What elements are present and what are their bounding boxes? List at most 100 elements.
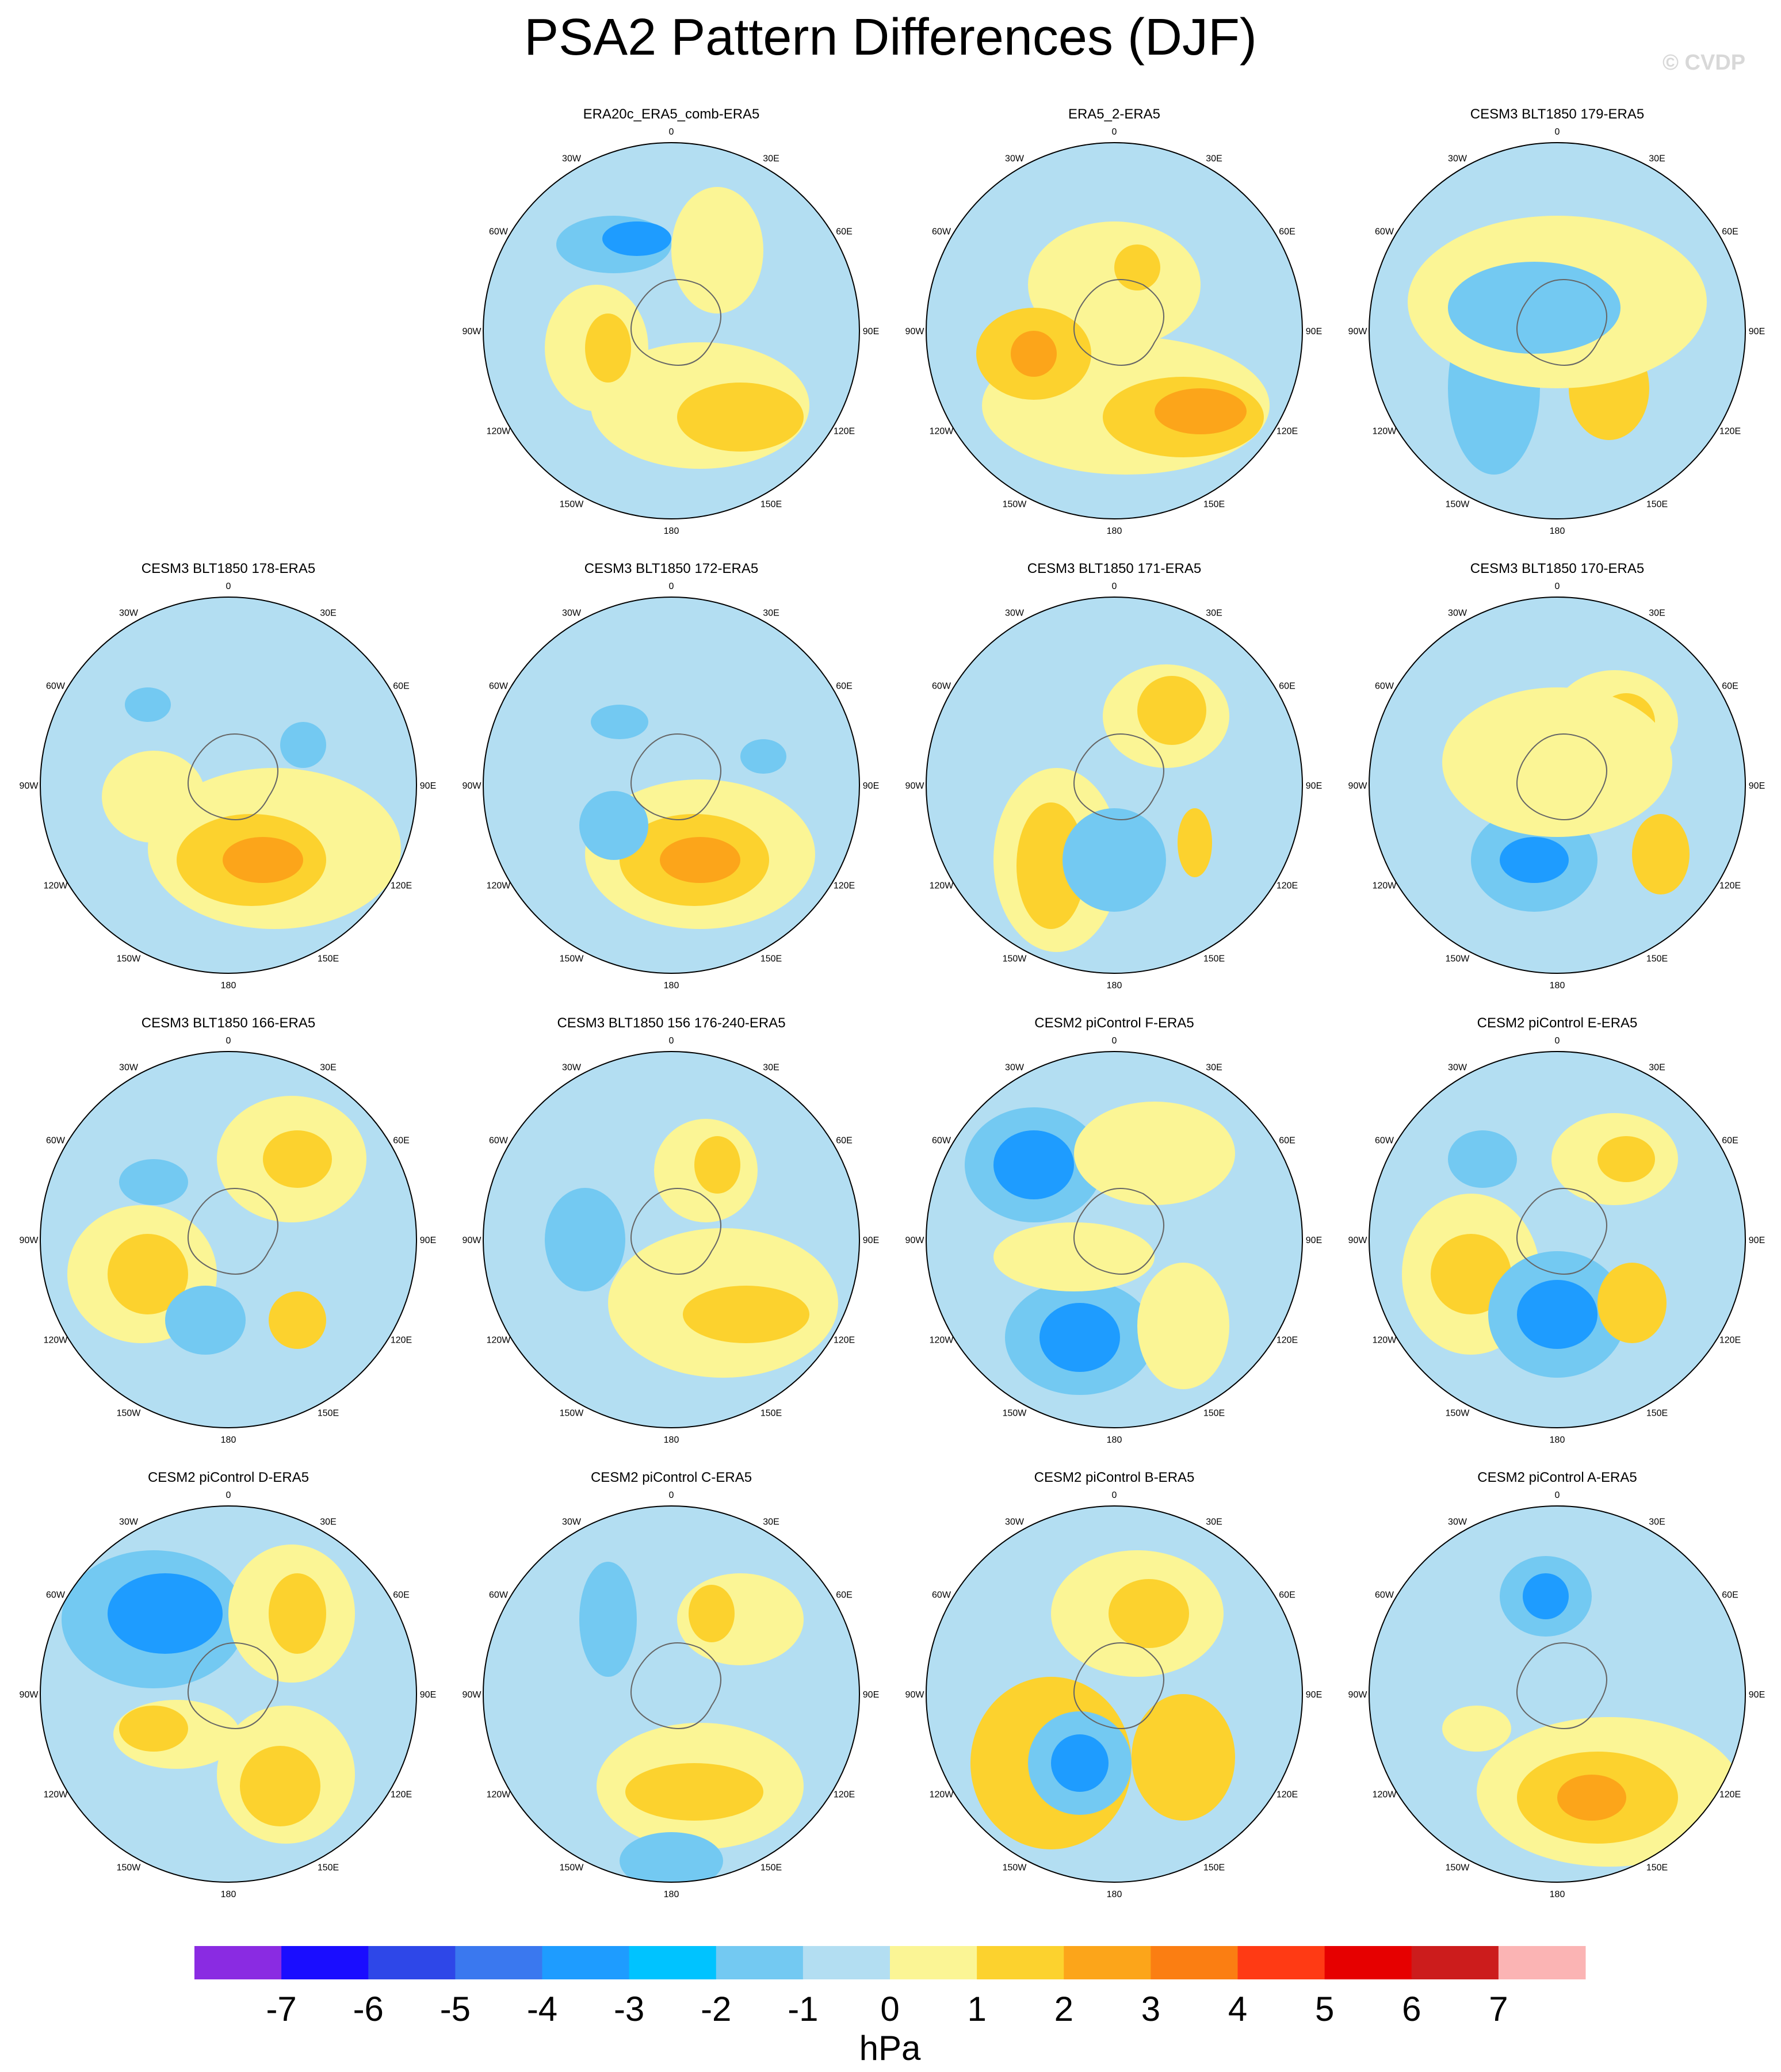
map-panel: CESM2 piControl A-ERA5 0 30E 60E 90E 120E 150E… [1348,1470,1765,1899]
longitude-label: 180 [1550,981,1565,991]
longitude-label: 120W [1373,881,1397,891]
longitude-label: 120W [930,427,954,437]
contour-region [1523,1573,1569,1619]
longitude-label: 120W [1373,1336,1397,1345]
contour-region [1517,1280,1597,1349]
longitude-label: 60W [489,1136,509,1146]
longitude-label: 0 [669,1490,674,1500]
contour-region [1132,1694,1235,1821]
longitude-label: 60E [836,682,852,691]
longitude-label: 120W [44,881,68,891]
antarctica-coastline [1073,279,1164,366]
antarctica-coastline [1516,1188,1607,1275]
longitude-label: 150W [560,1863,584,1873]
longitude-label: 60W [932,682,951,691]
contour-region [1597,1136,1655,1182]
longitude-label: 0 [1555,1490,1560,1500]
longitude-label: 90E [863,1690,879,1700]
map-panel: ERA5_2-ERA5 0 30E 60E 90E 120E 150E 180 150W 120W… [905,106,1323,536]
antarctica-coastline [630,1188,721,1275]
contour-region [671,187,763,314]
antarctica-coastline [1516,1642,1607,1729]
contour-region [1039,1303,1120,1372]
contour-region [660,837,740,883]
contour-region [591,705,648,739]
longitude-label: 90E [420,1236,436,1245]
antarctica-coastline [630,279,721,366]
longitude-label: 150W [1446,500,1470,510]
contour-region [1448,262,1621,354]
map-border [40,597,417,974]
longitude-label: 150E [760,1863,782,1873]
map-background [40,1506,416,1882]
longitude-label: 120E [1719,881,1741,891]
longitude-label: 120E [391,1336,412,1345]
antarctica-coastline [1073,1188,1164,1275]
longitude-label: 120E [391,1790,412,1800]
map-panel: CESM3 BLT1850 156 176-240-ERA5 0 30E 60E 90E… [463,1015,880,1445]
panel-title: CESM2 piControl A-ERA5 [1477,1470,1637,1485]
map-panel: CESM3 BLT1850 166-ERA5 0 30E 60E 90E 120E 150E… [20,1015,437,1445]
longitude-label: 0 [226,1490,231,1500]
colorbar-tick-label: -4 [527,1990,557,2028]
longitude-label: 60W [46,1591,66,1600]
longitude-label: 60E [1279,682,1295,691]
longitude-label: 60E [1279,1136,1295,1146]
longitude-label: 90W [1348,781,1368,791]
contour-region [602,221,671,256]
longitude-label: 60W [1375,227,1394,237]
longitude-label: 120W [487,1336,511,1345]
longitude-label: 30E [320,608,336,618]
contour-region [545,1188,625,1291]
longitude-label: 120W [44,1790,68,1800]
contour-region [1597,1263,1667,1343]
longitude-label: 150E [1646,1863,1668,1873]
longitude-label: 90E [1749,327,1765,337]
longitude-label: 60E [393,1136,409,1146]
contour-region [102,751,205,843]
longitude-label: 90E [1749,1690,1765,1700]
longitude-label: 90E [1749,781,1765,791]
contour-region [119,1159,188,1205]
longitude-label: 60W [46,1136,66,1146]
contour-region [1155,388,1247,434]
antarctica-coastline [1073,733,1164,820]
longitude-label: 30W [1005,1517,1025,1527]
longitude-label: 30W [1005,1062,1025,1072]
map-panel: CESM2 piControl D-ERA5 0 30E 60E 90E 120E 150E… [20,1470,437,1899]
longitude-label: 90W [905,1236,925,1245]
longitude-label: 0 [1112,127,1117,137]
contour-region [579,1562,637,1677]
contour-region [108,1573,223,1654]
longitude-label: 60W [1375,1136,1394,1146]
longitude-label: 120E [1276,427,1298,437]
longitude-label: 90E [420,1690,436,1700]
contour-region [1016,802,1086,929]
panel-title: ERA20c_ERA5_comb-ERA5 [583,106,760,122]
contour-region [1028,221,1201,348]
longitude-label: 150E [1646,954,1668,964]
colorbar-swatch [1411,1946,1499,1979]
map-border [926,597,1303,974]
colorbar-swatch [281,1946,369,1979]
longitude-label: 150W [560,954,584,964]
longitude-label: 120W [930,881,954,891]
longitude-label: 150E [760,1409,782,1419]
longitude-label: 120W [44,1336,68,1345]
longitude-label: 30E [1206,1062,1222,1072]
colorbar-swatch [1498,1946,1586,1979]
longitude-label: 0 [669,127,674,137]
copyright-watermark: © CVDP [1662,51,1746,75]
contour-region [1442,1706,1511,1752]
longitude-label: 60E [393,682,409,691]
map-border [40,1505,417,1883]
longitude-label: 120E [834,1790,855,1800]
map-panel: CESM2 piControl C-ERA5 0 30E 60E 90E 120E 150E… [463,1470,880,1899]
contour-region [677,383,804,452]
longitude-label: 30E [1206,1517,1222,1527]
longitude-label: 90W [905,327,925,337]
map-panel: CESM2 piControl E-ERA5 0 30E 60E 90E 120E 150E… [1348,1015,1765,1445]
antarctica-coastline [188,1188,278,1275]
longitude-label: 30E [320,1517,336,1527]
